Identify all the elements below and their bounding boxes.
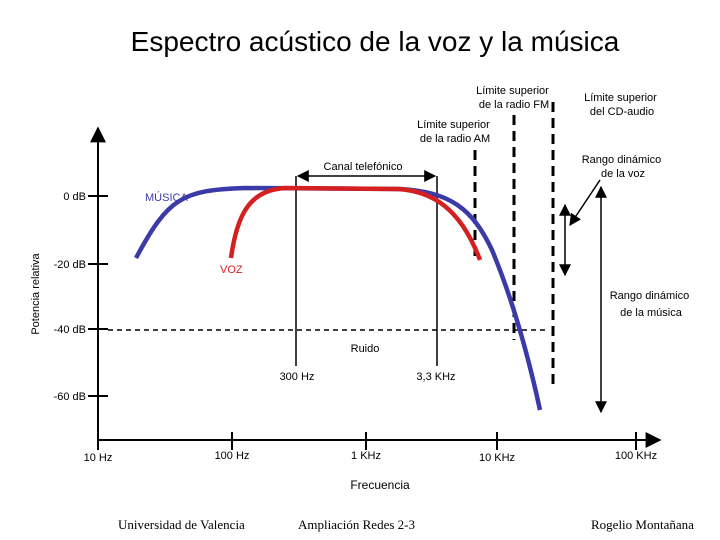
- y-tick-label-0: 0 dB: [63, 191, 86, 203]
- cd-limit-label: Límite superior del CD-audio: [584, 92, 660, 118]
- x-tick-label-100hz: 100 Hz: [215, 450, 250, 462]
- music-curve-label: MÚSICA: [145, 191, 188, 204]
- x-tick-label-1khz: 1 KHz: [351, 450, 381, 462]
- music-range-label-line1: Rango dinámico: [610, 290, 690, 302]
- voice-curve: [228, 185, 483, 261]
- voice-range-label: Rango dinámico de la voz: [582, 154, 665, 180]
- page-title: Espectro acústico de la voz y la música: [130, 26, 620, 57]
- music-range-label-line2: de la música: [620, 307, 683, 319]
- x-tick-label-10hz: 10 Hz: [84, 452, 113, 464]
- footer-center: Ampliación Redes 2-3: [298, 517, 415, 532]
- voice-range-label-line2: de la voz: [601, 168, 645, 180]
- phone-low-label: 300 Hz: [280, 371, 315, 383]
- x-axis-label: Frecuencia: [350, 478, 410, 492]
- am-limit-label-line1: Límite superior: [417, 119, 490, 131]
- cd-limit-label-line1: Límite superior: [584, 92, 657, 104]
- am-limit-label: Límite superior de la radio AM: [417, 119, 493, 145]
- y-tick-label-60: -60 dB: [54, 391, 86, 403]
- voice-range-label-line1: Rango dinámico: [582, 154, 662, 166]
- y-tick-label-40: -40 dB: [54, 324, 86, 336]
- fm-limit-label: Límite superior de la radio FM: [476, 85, 552, 111]
- music-curve: [134, 185, 543, 411]
- phone-channel-label: Canal telefónico: [324, 161, 403, 173]
- footer-left: Universidad de Valencia: [118, 517, 245, 532]
- fm-limit-label-line1: Límite superior: [476, 85, 549, 97]
- x-tick-label-100khz: 100 KHz: [615, 450, 657, 462]
- x-tick-label-10khz: 10 KHz: [479, 452, 515, 464]
- music-range-label: Rango dinámico de la música: [610, 290, 693, 319]
- y-tick-label-20: -20 dB: [54, 259, 86, 271]
- voice-range-pointer: [569, 179, 601, 226]
- voice-curve-label: VOZ: [220, 264, 243, 276]
- fm-limit-label-line2: de la radio FM: [479, 99, 549, 111]
- footer-right: Rogelio Montañana: [591, 517, 694, 532]
- y-axis-label: Potencia relativa: [30, 252, 42, 334]
- am-limit-label-line2: de la radio AM: [420, 133, 490, 145]
- cd-limit-label-line2: del CD-audio: [590, 106, 654, 118]
- phone-high-label: 3,3 KHz: [416, 371, 455, 383]
- noise-label: Ruido: [351, 343, 380, 355]
